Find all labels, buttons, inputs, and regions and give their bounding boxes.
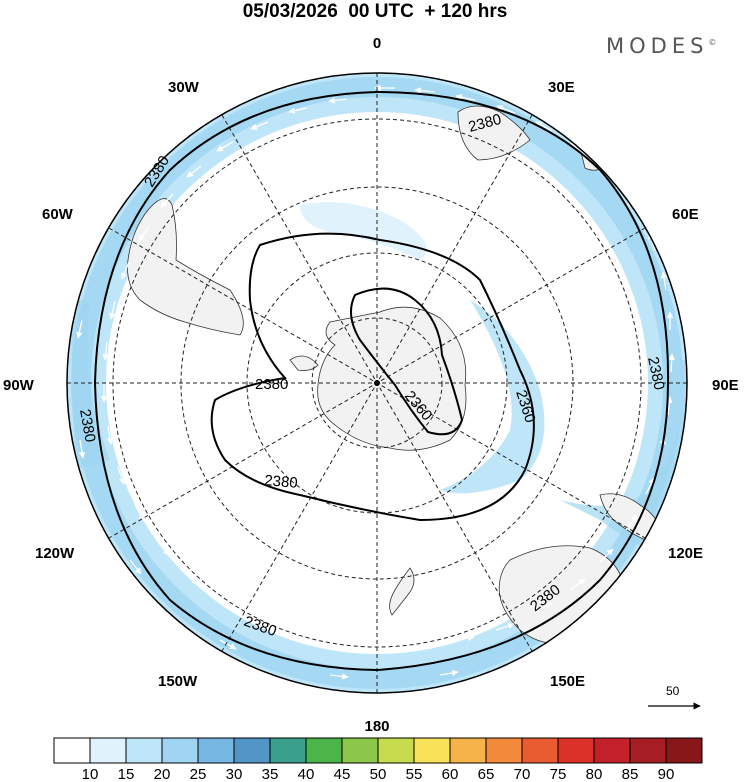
colorbar-label: 20 (154, 766, 171, 782)
colorbar-label: 90 (658, 766, 675, 782)
brand-text: MODES (606, 34, 709, 58)
colorbar-swatch (53, 737, 91, 764)
contour-2360 (350, 287, 464, 436)
colorbar-label: 30 (226, 766, 243, 782)
inner-band-north (300, 202, 427, 260)
contour-2380-inner (210, 232, 535, 522)
colorbar-swatch (521, 737, 559, 764)
colorbar-label: 65 (478, 766, 495, 782)
copyright-mark: © (708, 38, 717, 47)
colorbar-label: 15 (118, 766, 135, 782)
colorbar-label: 10 (82, 766, 99, 782)
longitude-labels: 0 30E 60E 90E 120E 150E 180 150W 120W 90… (3, 35, 739, 735)
colorbar-swatch (197, 737, 235, 764)
lon-label-30w: 30W (168, 79, 200, 96)
chart-title: 05/03/2026 00 UTC + 120 hrs (242, 1, 508, 22)
contour-label: 2380 (644, 355, 668, 391)
lon-label-150w: 150W (158, 673, 198, 690)
colorbar-swatch (341, 737, 379, 764)
lon-label-60e: 60E (672, 206, 699, 223)
lon-label-30e: 30E (548, 79, 575, 96)
colorbar-swatch (449, 737, 487, 764)
south-america (127, 198, 244, 336)
colorbar-label: 25 (190, 766, 207, 782)
contours (93, 90, 670, 672)
lon-label-150e: 150E (550, 673, 585, 690)
colorbar-label: 55 (406, 766, 423, 782)
new-zealand (389, 567, 415, 616)
colorbar-swatch (305, 737, 343, 764)
inner-band-east (440, 300, 545, 494)
lon-label-180: 180 (364, 718, 389, 735)
colorbar-swatch (233, 737, 271, 764)
colorbar-swatch (161, 737, 199, 764)
colorbar-label: 75 (550, 766, 567, 782)
lon-label-120w: 120W (35, 545, 75, 562)
reference-vector-label: 50 (666, 684, 680, 698)
contour-2380-outer (93, 90, 670, 672)
colorbar-swatch (377, 737, 415, 764)
jet-band-west (70, 300, 110, 470)
lon-label-0: 0 (373, 35, 381, 52)
colorbar-swatch (413, 737, 451, 764)
south-pole-dot (374, 380, 380, 386)
colorbar-swatch (557, 737, 595, 764)
colorbar-label: 50 (370, 766, 387, 782)
modes-logo: MODES© (606, 34, 716, 58)
colorbar-label: 80 (586, 766, 603, 782)
contour-label: 2380 (264, 472, 299, 492)
africa-tip (457, 105, 531, 161)
contour-label: 2380 (255, 376, 288, 393)
lon-label-90e: 90E (712, 377, 739, 394)
map-boundary (66, 72, 688, 694)
contour-label: 2380 (76, 408, 99, 444)
colorbar-swatch (629, 737, 667, 764)
colorbar-swatch (125, 737, 163, 764)
colorbar-label: 35 (262, 766, 279, 782)
lon-label-60w: 60W (42, 206, 74, 223)
lon-label-120e: 120E (668, 545, 703, 562)
colorbar-label: 40 (298, 766, 315, 782)
antarctica (317, 306, 467, 451)
antarctic-peninsula (289, 355, 319, 371)
colorbar: 10 15 20 25 30 35 40 45 50 55 60 65 70 75 80 85 90 (53, 737, 703, 782)
colorbar-label: 70 (514, 766, 531, 782)
colorbar-label: 45 (334, 766, 351, 782)
colorbar-swatch (665, 737, 703, 764)
colorbar-label: 85 (622, 766, 639, 782)
colorbar-swatch (485, 737, 523, 764)
lon-label-90w: 90W (3, 377, 35, 394)
colorbar-label: 60 (442, 766, 459, 782)
colorbar-swatch (89, 737, 127, 764)
colorbar-swatch (593, 737, 631, 764)
colorbar-swatch (269, 737, 307, 764)
